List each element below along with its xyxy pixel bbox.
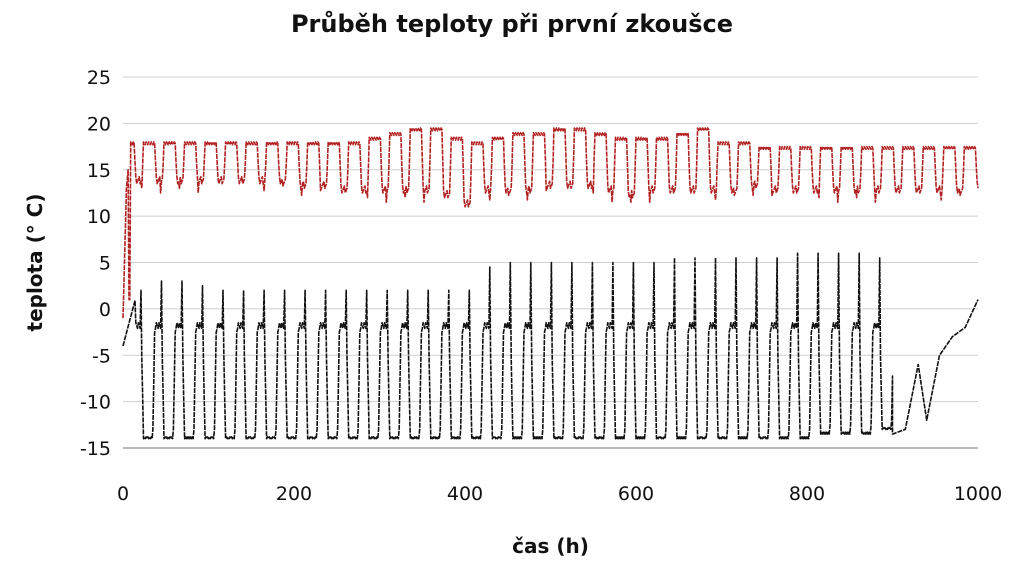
y-tick-label: 25 xyxy=(87,67,111,89)
x-tick-label: 200 xyxy=(276,483,312,505)
y-tick-label: 10 xyxy=(87,206,111,228)
x-tick-label: 800 xyxy=(789,483,825,505)
y-tick-label: 5 xyxy=(99,253,111,275)
y-axis-tick-labels: 25 20 15 10 5 0 -5 -10 -15 xyxy=(80,67,111,460)
y-tick-label: 15 xyxy=(87,160,111,182)
x-axis-title: čas (h) xyxy=(512,534,589,558)
y-tick-label: 0 xyxy=(99,299,111,321)
series-layer xyxy=(122,127,979,440)
y-axis-title: teplota (° C) xyxy=(23,194,47,332)
x-tick-label: 1000 xyxy=(954,483,1002,505)
series-line-red xyxy=(122,127,979,319)
y-tick-label: -15 xyxy=(80,438,111,460)
grid xyxy=(123,76,978,449)
chart-title: Průběh teploty při první zkoušce xyxy=(290,10,734,38)
y-tick-label: -5 xyxy=(92,345,111,367)
x-tick-label: 0 xyxy=(117,483,129,505)
x-axis-tick-labels: 0 200 400 600 800 1000 xyxy=(117,483,1002,505)
y-tick-label: 20 xyxy=(87,113,111,135)
y-tick-label: -10 xyxy=(80,392,111,414)
x-tick-label: 600 xyxy=(618,483,654,505)
x-tick-label: 400 xyxy=(447,483,483,505)
series-line-black xyxy=(122,252,979,440)
